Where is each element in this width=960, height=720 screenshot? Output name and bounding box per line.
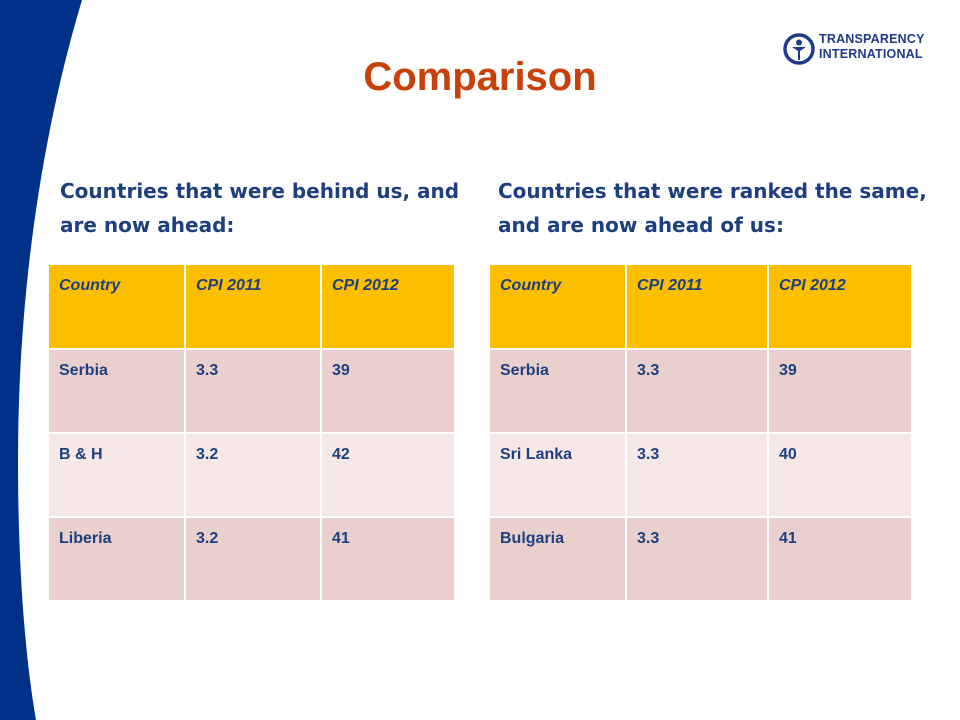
cpi-2011-cell: 3.2 (184, 516, 322, 602)
country-cell: B & H (47, 432, 186, 518)
logo-line-2: INTERNATIONAL (819, 47, 923, 61)
transparency-international-logo: TRANSPARENCY INTERNATIONAL (783, 30, 943, 70)
decorative-side-band (0, 0, 82, 720)
table-header-row: Country CPI 2011 CPI 2012 (47, 263, 456, 350)
column-header-cpi-2011: CPI 2011 (625, 263, 769, 350)
table-row: Serbia 3.3 39 (488, 348, 913, 434)
column-header-cpi-2012: CPI 2012 (767, 263, 913, 350)
table-row: Liberia 3.2 41 (47, 516, 456, 602)
column-header-cpi-2011: CPI 2011 (184, 263, 322, 350)
table-header-row: Country CPI 2011 CPI 2012 (488, 263, 913, 350)
column-header-cpi-2012: CPI 2012 (320, 263, 456, 350)
behind-now-ahead-table: Country CPI 2011 CPI 2012 Serbia 3.3 39 … (47, 263, 456, 602)
cpi-2012-cell: 39 (320, 348, 456, 434)
page-title: Comparison (363, 55, 597, 99)
cpi-2011-cell: 3.3 (625, 516, 769, 602)
logo-wordmark: TRANSPARENCY INTERNATIONAL (819, 32, 925, 62)
country-cell: Liberia (47, 516, 186, 602)
country-cell: Bulgaria (488, 516, 627, 602)
cpi-2011-cell: 3.3 (184, 348, 322, 434)
left-heading: Countries that were behind us, and are n… (60, 179, 460, 237)
column-header-country: Country (488, 263, 627, 350)
table-row: Serbia 3.3 39 (47, 348, 456, 434)
column-header-country: Country (47, 263, 186, 350)
table-row: Bulgaria 3.3 41 (488, 516, 913, 602)
cpi-2011-cell: 3.2 (184, 432, 322, 518)
logo-line-1: TRANSPARENCY (819, 32, 925, 46)
table-row: B & H 3.2 42 (47, 432, 456, 518)
globe-figure-icon (783, 33, 815, 65)
right-heading: Countries that were ranked the same, and… (498, 179, 927, 237)
country-cell: Serbia (488, 348, 627, 434)
table-row: Sri Lanka 3.3 40 (488, 432, 913, 518)
cpi-2012-cell: 41 (320, 516, 456, 602)
cpi-2011-cell: 3.3 (625, 348, 769, 434)
cpi-2011-cell: 3.3 (625, 432, 769, 518)
same-rank-now-ahead-table: Country CPI 2011 CPI 2012 Serbia 3.3 39 … (488, 263, 913, 602)
cpi-2012-cell: 40 (767, 432, 913, 518)
cpi-2012-cell: 42 (320, 432, 456, 518)
country-cell: Serbia (47, 348, 186, 434)
cpi-2012-cell: 41 (767, 516, 913, 602)
cpi-2012-cell: 39 (767, 348, 913, 434)
country-cell: Sri Lanka (488, 432, 627, 518)
